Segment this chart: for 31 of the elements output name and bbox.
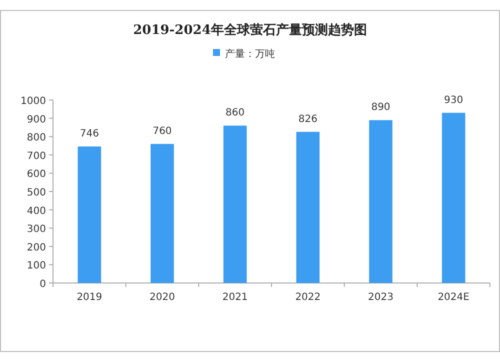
bar [296, 132, 320, 283]
y-tick-label: 0 [40, 279, 46, 290]
data-label: 746 [80, 128, 99, 140]
legend-label: 产量：万吨 [225, 48, 275, 60]
x-tick-label: 2022 [295, 292, 321, 303]
data-label: 860 [226, 108, 245, 119]
data-label: 826 [298, 114, 318, 125]
y-tick-label: 400 [26, 206, 46, 217]
bar [369, 120, 392, 283]
bar [150, 144, 174, 283]
chart-title: 2019-2024年全球萤石产量预测趋势图 [133, 22, 367, 38]
x-tick-label: 2021 [222, 292, 248, 303]
bar [78, 146, 102, 283]
bar [223, 126, 247, 283]
y-tick-label: 300 [26, 224, 46, 236]
y-tick-label: 100 [26, 260, 46, 272]
x-tick-label: 2024E [438, 292, 470, 303]
y-tick-label: 900 [26, 114, 46, 126]
x-tick-label: 2019 [76, 292, 102, 303]
y-tick-label: 500 [26, 188, 46, 198]
y-tick-label: 200 [26, 242, 46, 254]
data-label: 930 [444, 94, 464, 106]
y-tick-label: 1000 [20, 96, 46, 107]
data-label: 890 [371, 102, 390, 114]
y-tick-label: 600 [26, 169, 46, 180]
y-tick-label: 700 [26, 150, 46, 162]
y-tick-label: 800 [26, 132, 46, 144]
bar [442, 112, 466, 283]
x-tick-label: 2023 [368, 292, 394, 303]
x-tick-label: 2020 [150, 292, 175, 303]
data-label: 760 [152, 126, 172, 137]
